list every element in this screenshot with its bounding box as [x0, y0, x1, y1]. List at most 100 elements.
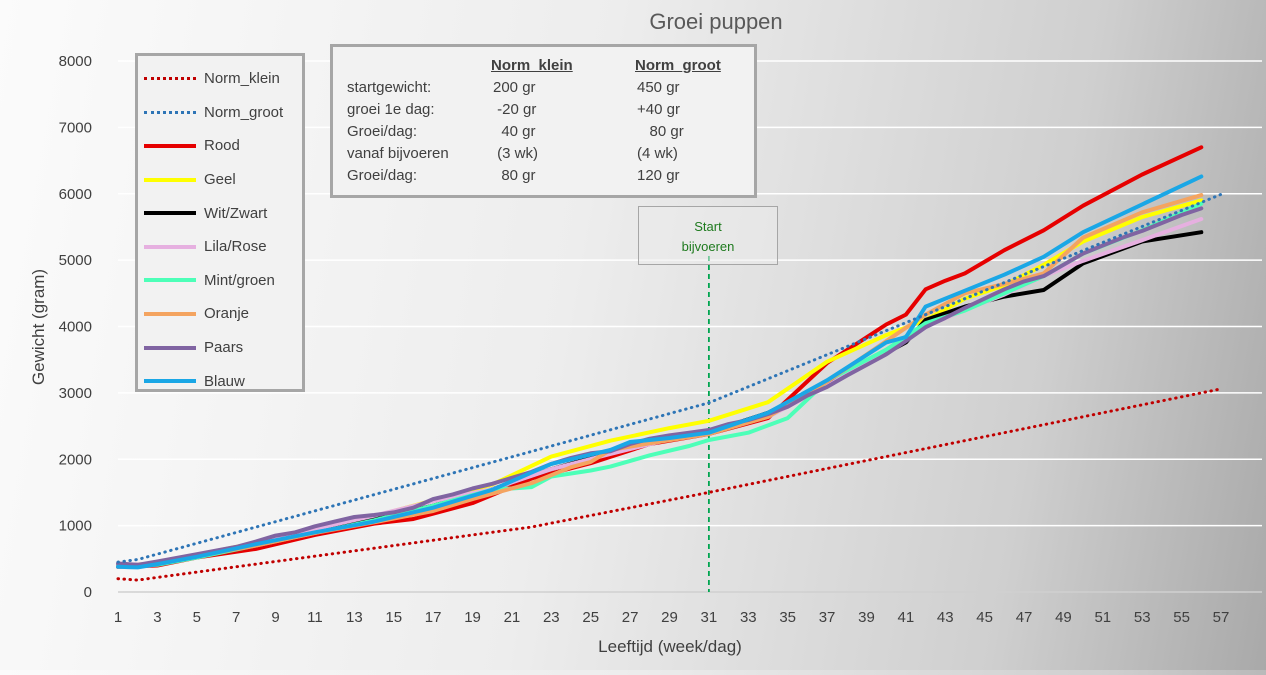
x-tick-label: 5	[193, 609, 201, 626]
x-tick-label: 35	[779, 609, 796, 626]
legend-item: Wit/Zwart	[144, 196, 296, 230]
info-row: vanaf bijvoeren (3 wk) (4 wk)	[347, 145, 747, 167]
x-tick-label: 43	[937, 609, 954, 626]
x-tick-label: 7	[232, 609, 240, 626]
legend-label: Rood	[204, 137, 240, 155]
x-tick-label: 51	[1094, 609, 1111, 626]
x-tick-label: 19	[464, 609, 481, 626]
legend-swatch	[144, 244, 196, 249]
y-tick-label: 8000	[59, 53, 92, 70]
legend-item: Norm_klein	[144, 62, 296, 96]
legend-label: Norm_groot	[204, 103, 284, 121]
legend-swatch	[144, 345, 196, 350]
info-row: groei 1e dag: -20 gr +40 gr	[347, 101, 747, 123]
x-tick-label: 41	[898, 609, 915, 626]
series-line-paars	[116, 206, 1204, 567]
legend-swatch	[144, 379, 196, 384]
x-tick-label: 55	[1173, 609, 1190, 626]
info-cell-label: Groei/dag:	[347, 123, 418, 140]
y-tick-label: 2000	[59, 451, 92, 468]
x-tick-label: 11	[307, 609, 323, 626]
norm-info-box: Norm_klein Norm_groot startgewicht: 200 g…	[330, 44, 757, 198]
info-cell-v2: +40 gr	[637, 101, 680, 118]
x-tick-label: 53	[1134, 609, 1151, 626]
y-tick-label: 5000	[59, 252, 92, 269]
y-tick-label: 3000	[59, 385, 92, 402]
series-line-norm-groot	[116, 192, 1223, 564]
y-tick-label: 7000	[59, 119, 92, 136]
legend-label: Lila/Rose	[204, 238, 267, 256]
x-tick-label: 31	[701, 609, 718, 626]
info-cell-v1: 200 gr	[493, 79, 536, 96]
y-tick-label: 6000	[59, 186, 92, 203]
legend-swatch	[144, 177, 196, 182]
x-axis-label: Leeftijd (week/dag)	[598, 637, 742, 656]
info-row: Groei/dag: 80 gr 120 gr	[347, 167, 747, 189]
series-lines	[116, 145, 1223, 582]
y-tick-label: 0	[84, 584, 92, 601]
info-cell-v2: (4 wk)	[637, 145, 678, 162]
y-tick-label: 4000	[59, 319, 92, 336]
info-row: Groei/dag: 40 gr 80 gr	[347, 123, 747, 145]
info-cell-v2: 80 gr	[637, 123, 684, 140]
legend-item: Mint/groen	[144, 264, 296, 298]
legend-item: Geel	[144, 163, 296, 197]
series-line-blauw	[116, 174, 1204, 570]
start-bijvoeren-annotation: Start bijvoeren	[638, 206, 778, 265]
legend-label: Oranje	[204, 305, 250, 323]
info-cell-v1: 40 gr	[493, 123, 536, 140]
legend-label: Norm_klein	[204, 70, 280, 88]
legend-item: Paars	[144, 331, 296, 365]
x-tick-label: 57	[1213, 609, 1230, 626]
legend-item: Oranje	[144, 297, 296, 331]
x-tick-label: 3	[153, 609, 161, 626]
info-cell-label: groei 1e dag:	[347, 101, 435, 118]
legend: Norm_klein Norm_groot Rood Geel Wit/Zwart Lil…	[135, 53, 305, 392]
annotation-line2: bijvoeren	[681, 239, 735, 254]
info-cell-v2: 120 gr	[637, 167, 680, 184]
info-cell-v1: 80 gr	[493, 167, 536, 184]
info-header-norm-klein: Norm_klein	[491, 57, 573, 74]
x-tick-label: 15	[385, 609, 402, 626]
legend-swatch	[144, 211, 196, 216]
info-header-norm-groot: Norm_groot	[635, 57, 721, 74]
x-tick-label: 17	[425, 609, 442, 626]
x-tick-label: 21	[504, 609, 521, 626]
legend-swatch	[144, 77, 196, 81]
chart-title: Groei puppen	[649, 9, 782, 34]
info-cell-v1: (3 wk)	[493, 145, 538, 162]
info-cell-label: Groei/dag:	[347, 167, 418, 184]
y-tick-label: 1000	[59, 518, 92, 535]
x-tick-label: 33	[740, 609, 757, 626]
legend-item: Blauw	[144, 364, 296, 398]
info-cell-v1: -20 gr	[493, 101, 537, 118]
x-tick-label: 25	[582, 609, 599, 626]
x-tick-label: 37	[819, 609, 836, 626]
x-tick-label: 13	[346, 609, 363, 626]
info-cell-label: vanaf bijvoeren	[347, 145, 449, 162]
x-tick-label: 23	[543, 609, 560, 626]
legend-item: Rood	[144, 129, 296, 163]
legend-item: Norm_groot	[144, 96, 296, 130]
info-row: startgewicht: 200 gr 450 gr	[347, 79, 747, 101]
x-tick-label: 27	[622, 609, 639, 626]
x-tick-label: 49	[1055, 609, 1072, 626]
x-tick-label: 45	[976, 609, 993, 626]
x-tick-label: 39	[858, 609, 875, 626]
x-tick-label: 9	[271, 609, 279, 626]
annotation-line1: Start	[694, 219, 722, 234]
info-cell-v2: 450 gr	[637, 79, 680, 96]
legend-swatch	[144, 143, 196, 148]
legend-swatch	[144, 278, 196, 283]
legend-label: Paars	[204, 339, 244, 357]
info-cell-label: startgewicht:	[347, 79, 432, 96]
x-tick-label: 29	[661, 609, 678, 626]
legend-swatch	[144, 110, 196, 114]
y-axis-label: Gewicht (gram)	[29, 269, 48, 385]
legend-swatch	[144, 311, 196, 316]
x-tick-label: 47	[1016, 609, 1033, 626]
legend-label: Wit/Zwart	[204, 204, 268, 222]
